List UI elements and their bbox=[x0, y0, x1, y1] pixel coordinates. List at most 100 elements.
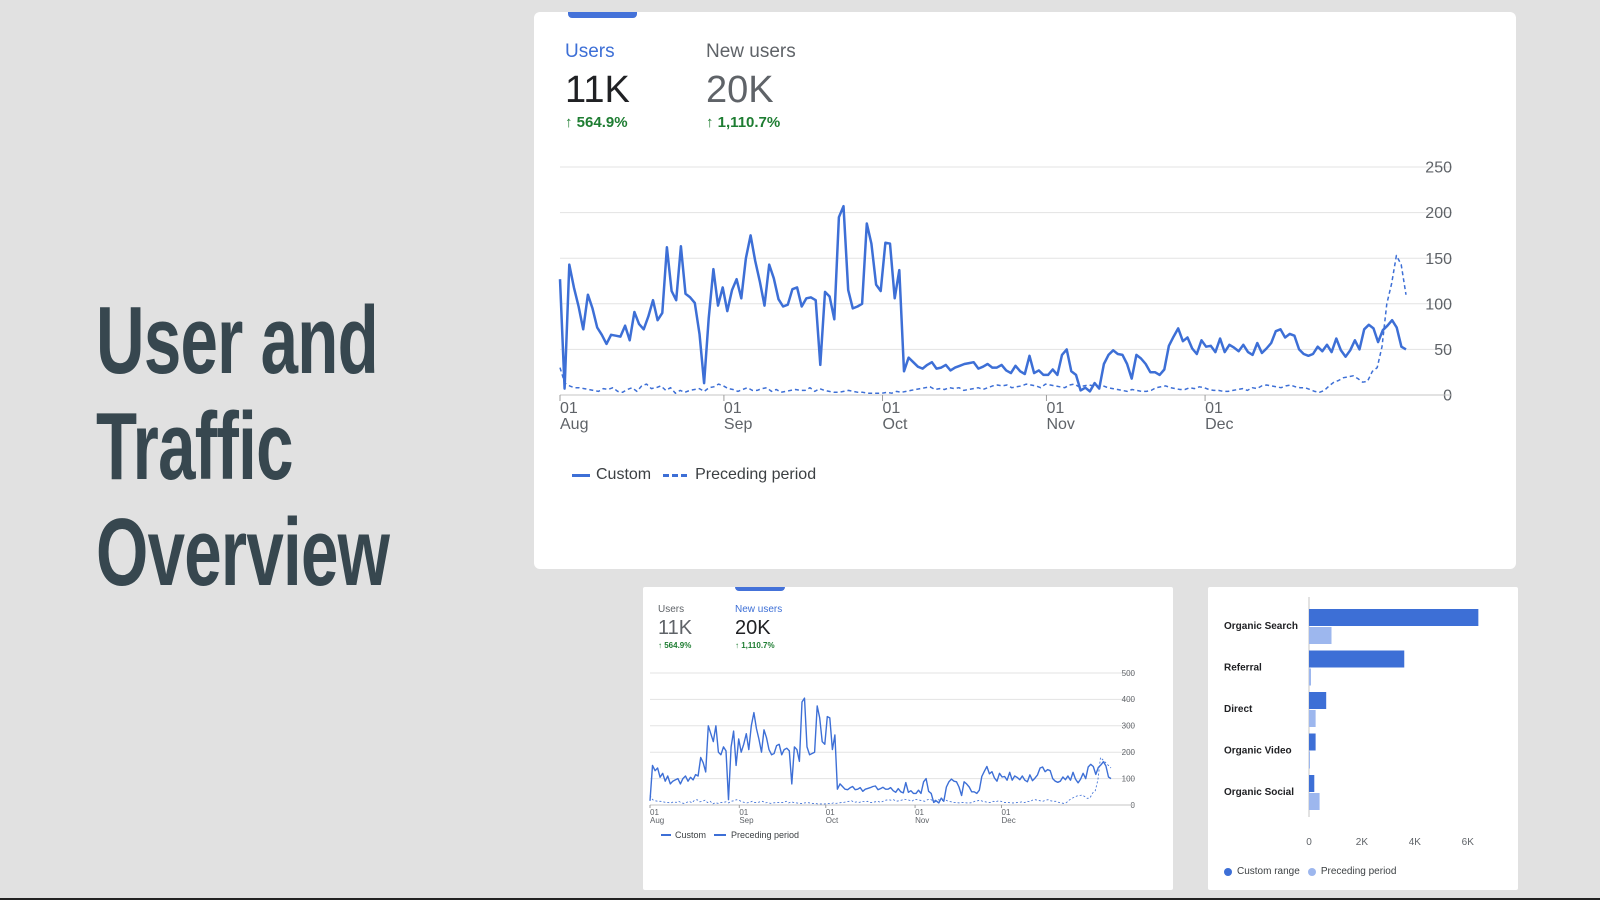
legend-preceding[interactable]: Preceding period bbox=[1307, 866, 1397, 877]
metric-new-users[interactable]: New users 20K ↑ 1,110.7% bbox=[706, 41, 796, 131]
y-tick-label: 250 bbox=[1425, 160, 1452, 177]
legend-custom-range-label: Custom range bbox=[1237, 866, 1300, 877]
series-line-preceding bbox=[559, 254, 1407, 394]
metric-users-delta: ↑ 564.9% bbox=[658, 641, 692, 650]
x-tick-day-label: 01 bbox=[724, 400, 742, 417]
y-tick-label: 200 bbox=[1425, 205, 1452, 222]
metric-new-users-delta: ↑ 1,110.7% bbox=[706, 114, 796, 131]
x-tick-label: 2K bbox=[1356, 837, 1369, 848]
legend-custom-range[interactable]: Custom range bbox=[1224, 866, 1300, 877]
x-tick-month-label: Sep bbox=[739, 816, 754, 825]
series-line-custom bbox=[558, 204, 1407, 393]
bar-custom-range bbox=[1309, 692, 1327, 709]
up-arrow-icon: ↑ bbox=[658, 641, 665, 650]
category-label: Organic Social bbox=[1224, 787, 1294, 798]
x-tick-day-label: 01 bbox=[560, 400, 578, 417]
x-tick-day-label: 01 bbox=[915, 808, 924, 817]
x-tick-label: 6K bbox=[1462, 837, 1475, 848]
active-tab-indicator bbox=[735, 587, 785, 591]
legend-preceding[interactable]: Preceding period bbox=[663, 466, 816, 484]
category-label: Organic Video bbox=[1224, 746, 1292, 757]
new-users-chart-card: Users 11K ↑ 564.9% New users 20K ↑ 1,110… bbox=[643, 587, 1173, 890]
metric-new-users-delta-value: 1,110.7% bbox=[741, 641, 775, 650]
category-label: Referral bbox=[1224, 663, 1262, 674]
up-arrow-icon: ↑ bbox=[706, 114, 718, 131]
x-tick-day-label: 01 bbox=[883, 400, 901, 417]
category-label: Organic Search bbox=[1224, 621, 1298, 632]
x-tick-month-label: Aug bbox=[650, 816, 664, 825]
x-tick-month-label: Dec bbox=[1002, 816, 1016, 825]
series-line-preceding bbox=[649, 757, 1112, 805]
legend-custom-label: Custom bbox=[596, 466, 652, 483]
legend-solid-line-icon bbox=[661, 834, 671, 836]
channel-chart-legend: Custom range Preceding period bbox=[1224, 866, 1396, 877]
slide-title-line-3: Overview bbox=[96, 499, 390, 606]
metric-users[interactable]: Users 11K ↑ 564.9% bbox=[658, 604, 692, 650]
metric-users-label: Users bbox=[658, 604, 685, 615]
x-tick-month-label: Dec bbox=[1205, 416, 1233, 433]
x-tick-day-label: 01 bbox=[739, 808, 748, 817]
bar-preceding-period bbox=[1309, 668, 1311, 686]
category-label: Direct bbox=[1224, 704, 1253, 715]
metric-new-users-delta: ↑ 1,110.7% bbox=[735, 641, 782, 650]
metric-new-users-label: New users bbox=[735, 604, 783, 615]
metric-new-users-value: 20K bbox=[735, 617, 771, 639]
x-tick-month-label: Aug bbox=[560, 416, 588, 433]
metric-users-label: Users bbox=[565, 41, 615, 62]
y-tick-label: 300 bbox=[1122, 722, 1136, 731]
legend-custom[interactable]: Custom bbox=[572, 466, 651, 484]
x-tick-label: 4K bbox=[1409, 837, 1422, 848]
new-users-chart-legend: Custom Preceding period bbox=[661, 830, 799, 840]
metric-new-users-value: 20K bbox=[706, 69, 774, 111]
x-tick-day-label: 01 bbox=[826, 808, 835, 817]
y-tick-label: 200 bbox=[1122, 748, 1136, 757]
y-tick-label: 50 bbox=[1434, 342, 1452, 359]
metric-users-delta-value: 564.9% bbox=[664, 641, 692, 650]
bar-preceding-period bbox=[1309, 710, 1316, 727]
x-tick-month-label: Oct bbox=[883, 416, 908, 433]
new-users-line-chart: 010020030040050001Aug01Sep01Oct01Nov01De… bbox=[649, 669, 1136, 825]
up-arrow-icon: ↑ bbox=[565, 114, 577, 131]
users-chart-card: Users 11K ↑ 564.9% New users 20K ↑ 1,110… bbox=[534, 12, 1516, 569]
metric-new-users[interactable]: New users 20K ↑ 1,110.7% bbox=[735, 604, 782, 650]
channel-bar-chart: 0 2K 4K 6K Organic Search Referral Direct Organ… bbox=[1224, 597, 1479, 848]
legend-preceding-label: Preceding period bbox=[1320, 866, 1397, 877]
y-tick-label: 500 bbox=[1122, 669, 1136, 678]
y-tick-label: 400 bbox=[1122, 695, 1136, 704]
slide-title-line-2: Traffic bbox=[96, 393, 293, 500]
legend-dashed-line-icon bbox=[714, 834, 727, 836]
metric-new-users-delta-value: 1,110.7% bbox=[717, 114, 781, 131]
up-arrow-icon: ↑ bbox=[735, 641, 742, 650]
bar-custom-range bbox=[1309, 775, 1315, 792]
active-tab-indicator bbox=[568, 12, 637, 18]
x-tick-label: 0 bbox=[1306, 837, 1312, 848]
legend-custom[interactable]: Custom bbox=[661, 830, 706, 840]
x-tick-month-label: Nov bbox=[1046, 416, 1074, 433]
slide-title-line-1: User and bbox=[96, 287, 379, 394]
legend-dashed-line-icon bbox=[663, 473, 688, 477]
x-tick-month-label: Oct bbox=[826, 816, 839, 825]
metric-users-value: 11K bbox=[658, 617, 693, 639]
legend-dot-icon bbox=[1307, 867, 1316, 876]
metric-users[interactable]: Users 11K ↑ 564.9% bbox=[565, 41, 630, 131]
x-tick-month-label: Sep bbox=[724, 416, 753, 433]
bar-custom-range bbox=[1309, 733, 1316, 751]
users-chart-legend: Custom Preceding period bbox=[572, 466, 816, 484]
x-tick-day-label: 01 bbox=[650, 808, 659, 817]
legend-dot-icon bbox=[1224, 867, 1232, 876]
series-line-custom bbox=[649, 697, 1112, 804]
y-tick-label: 100 bbox=[1122, 774, 1136, 783]
y-tick-label: 0 bbox=[1443, 388, 1452, 405]
metric-users-delta: ↑ 564.9% bbox=[565, 114, 630, 131]
legend-custom-label: Custom bbox=[675, 830, 707, 840]
bar-preceding-period bbox=[1309, 751, 1310, 769]
slide-title: User and Traffic Overview bbox=[96, 287, 390, 606]
x-tick-day-label: 01 bbox=[1002, 808, 1011, 817]
metric-users-delta-value: 564.9% bbox=[576, 114, 628, 131]
bar-custom-range bbox=[1309, 609, 1479, 626]
legend-preceding[interactable]: Preceding period bbox=[714, 830, 799, 840]
x-tick-day-label: 01 bbox=[1205, 400, 1223, 417]
metric-new-users-label: New users bbox=[706, 41, 796, 62]
bar-preceding-period bbox=[1309, 627, 1332, 644]
